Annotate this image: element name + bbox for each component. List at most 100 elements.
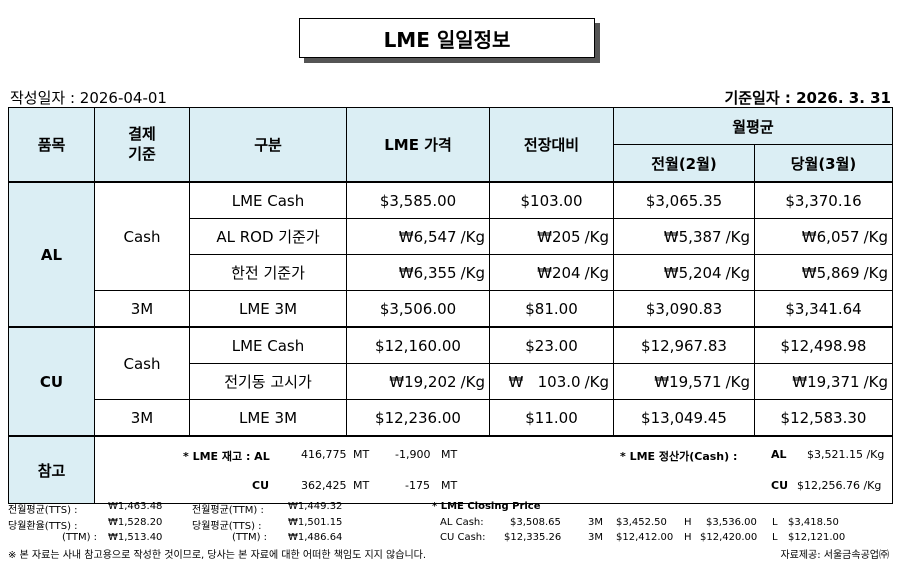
closing-cu-high: $12,420.00 [700,532,758,543]
cu-notice-cur: ₩19,371 [792,372,860,391]
base-date: 기준일자 : 2026. 3. 31 [724,89,891,107]
al-cash-price: $3,585.00 [346,181,490,219]
fx-cur-tts-label: 당월환율(TTS) : [8,521,78,532]
closing-al-3m: $3,452.50 [616,517,667,528]
header-cur-month: 당월(3월) [754,144,893,183]
cu-stock-unit: MT [353,479,370,492]
fx-cur-ttm-label: (TTM) : [62,532,98,543]
created-date: 작성일자 : 2026-04-01 [10,89,167,107]
al-stock-change: -1,900 [395,448,431,461]
settle-al-value: $3,521.15 /Kg [807,448,885,461]
settle-label: * LME 정산가(Cash) : [620,450,738,463]
settle-cu-value: $12,256.76 /Kg [797,479,882,492]
closing-cu-cash: $12,335.26 [504,532,562,543]
closing-al-high-label: H [684,517,692,528]
unit-label: /Kg [584,372,609,391]
unit-label: /Kg [725,263,750,282]
cu-notice-price: ₩19,202 [389,372,457,391]
unit-label: /Kg [863,372,888,391]
al-3m-change: $81.00 [489,290,614,328]
price-table: 품목 결제 기준 구분 LME 가격 전장대비 월평균 전월(2월) 당월(3월… [8,107,893,504]
cu-notice-prev: ₩19,571 [654,372,722,391]
fx-prev-ttm-label: 전월평균(TTM) : [192,505,264,516]
fx-cur-ttm: ₩1,513.40 [108,532,163,543]
al-row-div: AL ROD 기준가 [189,218,347,255]
cu-3m-label: 3M [94,399,190,437]
al-row-div: LME Cash [189,181,347,219]
unit-label: /Kg [863,263,888,282]
closing-al-label: AL Cash: [440,517,484,528]
closing-cu-3m: $12,412.00 [616,532,674,543]
al-cash-change: $103.00 [489,181,614,219]
cu-row-div: LME 3M [189,399,347,437]
stock-label: * LME 재고 : AL [183,450,270,463]
cu-row-div: LME Cash [189,326,347,364]
al-rod-price: ₩6,547 [398,227,457,246]
fx-avg-ttm-label: (TTM) : [232,532,268,543]
closing-al-3m-label: 3M [588,517,603,528]
al-row-div: LME 3M [189,290,347,328]
al-label: AL [8,181,95,328]
al-3m-price: $3,506.00 [346,290,490,328]
cu-3m-change: $11.00 [489,399,614,437]
header-div: 구분 [189,107,347,183]
header-price: LME 가격 [346,107,490,183]
cu-cash-label: Cash [94,326,190,400]
cu-stock: 362,425 [301,479,347,492]
fx-prev-tts: ₩1,463.48 [108,501,163,512]
cu-stock-change: -175 [405,479,430,492]
al-kepco-change: ₩204 [537,263,581,282]
cu-cash-change: $23.00 [489,326,614,364]
unit-label: /Kg [460,372,485,391]
header-monthly: 월평균 [613,107,893,145]
unit-label: /Kg [863,227,888,246]
unit-label: /Kg [584,227,609,246]
fx-prev-ttm: ₩1,449.32 [288,501,343,512]
al-stock: 416,775 [301,448,347,461]
al-3m-prev: $3,090.83 [613,290,755,328]
closing-price-label: * LME Closing Price [432,501,541,512]
settle-cu-label: CU [771,479,789,492]
cu-cash-cur: $12,498.98 [754,326,893,364]
unit-label: /Kg [725,227,750,246]
al-3m-label: 3M [94,290,190,328]
al-kepco-cur: ₩5,869 [801,263,860,282]
header-change: 전장대비 [489,107,614,183]
unit-label: /Kg [460,263,485,282]
settle-al-label: AL [771,448,787,461]
ref-label: 참고 [8,435,95,504]
al-kepco-price: ₩6,355 [398,263,457,282]
ref-panel: * LME 재고 : AL 416,775 MT -1,900 MT CU 36… [94,435,893,504]
cu-stock-label: CU [252,479,270,492]
closing-al-cash: $3,508.65 [510,517,561,528]
page-title: LME 일일정보 [299,18,595,58]
closing-cu-low-label: L [772,532,778,543]
cu-3m-prev: $13,049.45 [613,399,755,437]
fx-cur-tts: ₩1,528.20 [108,517,163,528]
unit-label: /Kg [725,372,750,391]
cu-label: CU [8,326,95,437]
closing-al-high: $3,536.00 [706,517,757,528]
unit-label: /Kg [584,263,609,282]
disclaimer: ※ 본 자료는 사내 참고용으로 작성한 것이므로, 당사는 본 자료에 대한 … [8,550,427,561]
al-kepco-prev: ₩5,204 [663,263,722,282]
al-3m-cur: $3,341.64 [754,290,893,328]
fx-avg-tts: ₩1,501.15 [288,517,343,528]
al-rod-prev: ₩5,387 [663,227,722,246]
cu-3m-cur: $12,583.30 [754,399,893,437]
header-prev-month: 전월(2월) [613,144,755,183]
al-stock-unit: MT [353,448,370,461]
closing-cu-3m-label: 3M [588,532,603,543]
fx-prev-tts-label: 전월평균(TTS) : [8,505,78,516]
title-box: LME 일일정보 [299,18,600,63]
closing-al-low-label: L [772,517,778,528]
al-stock-change-unit: MT [441,448,458,461]
al-rod-change: ₩205 [537,227,581,246]
closing-cu-label: CU Cash: [440,532,486,543]
al-row-div: 한전 기준가 [189,254,347,291]
data-source: 자료제공: 서울금속공업㈜ [780,550,889,561]
fx-avg-tts-label: 당월평균(TTS) : [192,521,262,532]
fx-avg-ttm: ₩1,486.64 [288,532,343,543]
header-settle: 결제 기준 [94,107,190,183]
header-item: 품목 [8,107,95,183]
